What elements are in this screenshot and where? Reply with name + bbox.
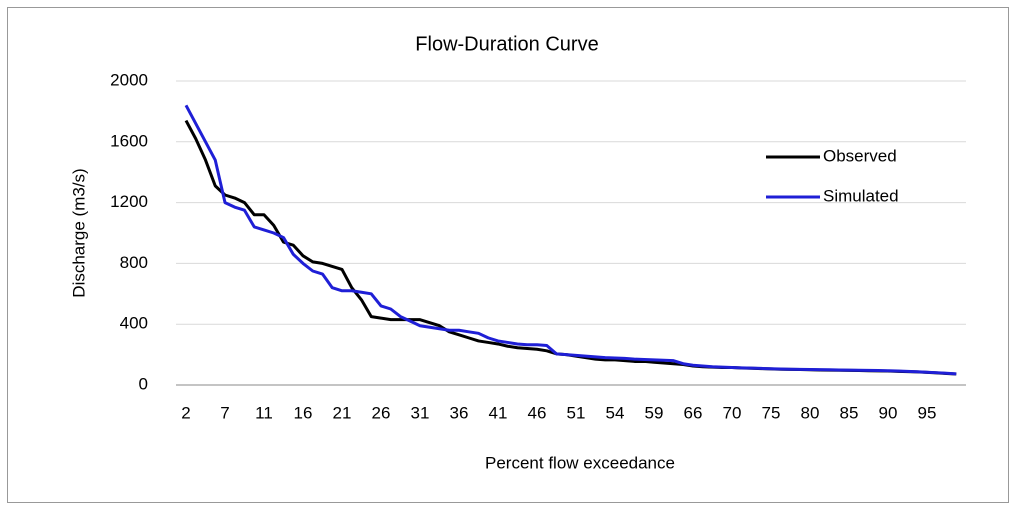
x-tick-label: 80	[801, 403, 820, 422]
x-tick-label: 26	[372, 403, 391, 422]
x-tick-label: 46	[528, 403, 547, 422]
x-tick-label: 90	[879, 403, 898, 422]
x-tick-label: 51	[567, 403, 586, 422]
x-tick-label: 31	[411, 403, 430, 422]
x-tick-label: 41	[489, 403, 508, 422]
chart-title: Flow-Duration Curve	[415, 33, 598, 55]
y-tick-label: 0	[139, 374, 148, 393]
y-tick-label: 400	[120, 314, 148, 333]
y-tick-label: 800	[120, 253, 148, 272]
x-tick-label: 54	[606, 403, 625, 422]
x-tick-label: 95	[918, 403, 937, 422]
x-tick-label: 59	[645, 403, 664, 422]
series-line	[184, 104, 957, 376]
x-tick-label: 70	[723, 403, 742, 422]
chart-border	[7, 7, 1009, 503]
y-tick-label: 1600	[110, 131, 148, 150]
x-tick-label: 36	[450, 403, 469, 422]
legend-label: Observed	[823, 146, 897, 165]
x-axis-label: Percent flow exceedance	[485, 453, 675, 472]
x-tick-label: 75	[762, 403, 781, 422]
x-tick-label: 7	[220, 403, 229, 422]
x-tick-label: 11	[255, 403, 273, 422]
x-tick-label: 2	[181, 403, 190, 422]
x-tick-label: 16	[294, 403, 313, 422]
x-tick-label: 66	[684, 403, 703, 422]
x-tick-label: 21	[333, 403, 352, 422]
legend-label: Simulated	[823, 186, 899, 205]
y-tick-label: 2000	[110, 70, 148, 89]
y-axis-label: Discharge (m3/s)	[69, 168, 88, 297]
y-tick-label: 1200	[110, 192, 148, 211]
x-tick-label: 85	[840, 403, 859, 422]
